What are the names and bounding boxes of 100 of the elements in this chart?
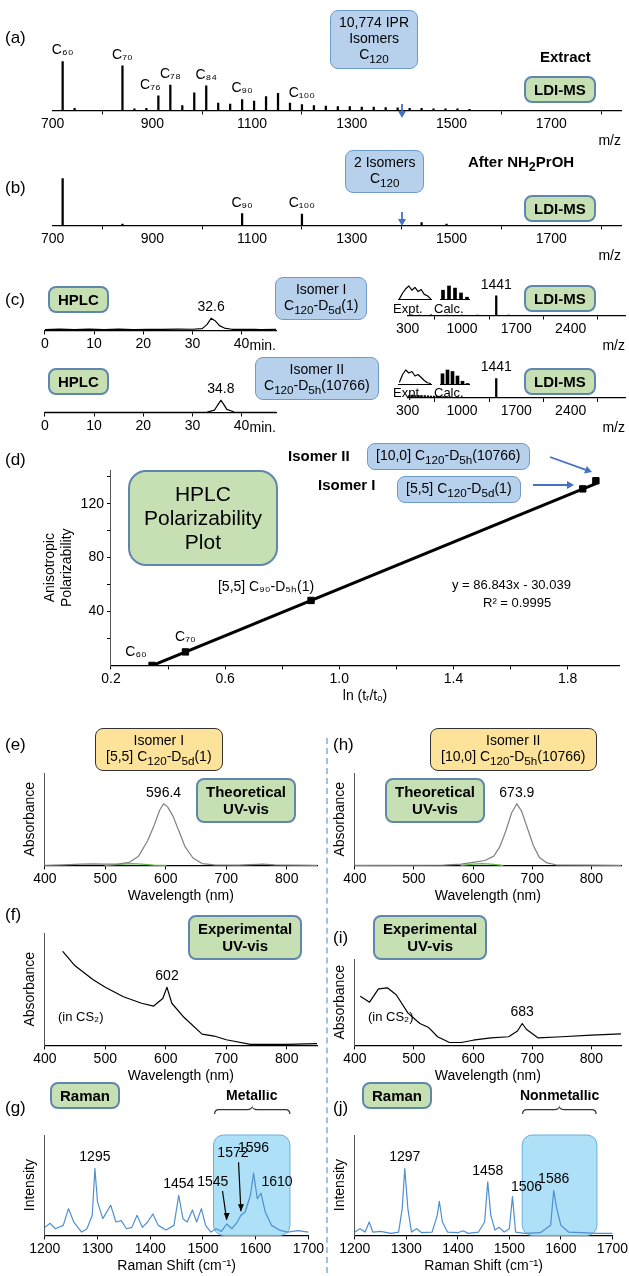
x-axis-title: Wavelength (nm) [127, 887, 234, 904]
x-tick-label: 900 [140, 114, 165, 131]
y-tick-label: 120 [80, 494, 105, 511]
annotation: C₁₀₀ [288, 194, 316, 210]
annotation: Calc. [434, 301, 464, 317]
annotation: 34.8 [207, 380, 235, 397]
x-tick-label: 1500 [187, 1239, 219, 1256]
annotation: [5,5] C₉₀-D₅ₕ(1) [217, 578, 315, 595]
text: Isomer I [5,5] C$_{120}$-D$_{5d}$(1) [95, 728, 223, 772]
x-tick-label: 10 [86, 334, 103, 351]
x-tick-label: 0.6 [215, 669, 236, 686]
x-tick-label: 1500 [435, 114, 468, 131]
x-tick-label: 0 [40, 416, 49, 433]
annotation: 596.4 [146, 783, 182, 800]
x-tick-label: 1500 [435, 229, 468, 246]
annotation: Theoretical UV-vis [385, 778, 486, 823]
text: Isomer II [10,0] C$_{120}$-D$_{5h}$(10766) [430, 728, 597, 772]
x-tick-label: 10 [86, 416, 103, 433]
y-axis-title: Absorbance [331, 781, 348, 857]
x-tick-label: 800 [275, 1049, 299, 1066]
x-tick-label: 1700 [292, 1239, 325, 1256]
x-axis-title: Raman Shift (cm⁻¹) [424, 1257, 543, 1274]
x-tick-label: 2400 [555, 402, 587, 419]
text: Isomer II C$_{120}$-D$_{5h}$(10766) [255, 357, 379, 401]
annotation: C₆₀ [125, 643, 148, 660]
x-tick-label: 1700 [500, 402, 533, 419]
x-axis-title: m/z [602, 419, 625, 436]
x-tick-label: 500 [402, 1049, 426, 1066]
annotation: LDI-MS [524, 285, 596, 313]
y-axis-title: Anisotropic Polarizability [41, 528, 75, 607]
chart-title: (j) [333, 1098, 349, 1118]
y-tick-label: 40 [88, 602, 105, 619]
annotation: C₁₀₀ [288, 84, 316, 101]
annotation: C₇₀ [175, 627, 197, 644]
x-tick-label: 0 [40, 334, 49, 351]
x-tick-label: 1600 [545, 1239, 577, 1256]
annotation: 1454 [163, 1175, 195, 1192]
x-tick-label: 1300 [390, 1239, 423, 1256]
y-axis-title: Absorbance [21, 951, 38, 1027]
x-tick-label: 1700 [535, 229, 567, 246]
chart-title: (e) [5, 735, 26, 755]
text: Raman [362, 1082, 433, 1110]
x-tick-label: 20 [135, 334, 152, 351]
x-tick-label: 700 [520, 869, 545, 886]
annotation: 10,774 IPR Isomers C$_{120}$ [330, 10, 419, 70]
x-tick-label: 1200 [339, 1239, 371, 1256]
x-tick-label: 1600 [240, 1239, 272, 1256]
chart-title: (i) [333, 928, 349, 948]
chart-title: (f) [5, 905, 22, 925]
annotation: C₉₀ [231, 79, 254, 96]
x-tick-label: 800 [275, 869, 299, 886]
x-tick-label: 40 [233, 334, 250, 351]
x-tick-label: 0.2 [101, 669, 121, 686]
x-tick-label: 1400 [134, 1239, 167, 1256]
chart-title: (a) [5, 28, 26, 48]
annotation: 683 [510, 1003, 535, 1020]
x-axis-title: m/z [598, 247, 621, 264]
x-tick-label: 700 [214, 1049, 239, 1066]
annotation: y = 86.843x - 30.039 [452, 577, 571, 593]
x-tick-label: 1000 [446, 402, 478, 419]
annotation: Calc. [434, 385, 464, 401]
x-tick-label: 300 [396, 402, 420, 419]
chart-title: (h) [333, 735, 354, 755]
x-tick-label: 700 [214, 869, 239, 886]
x-tick-label: 600 [461, 1049, 485, 1066]
annotation: R² = 0.9995 [483, 595, 552, 611]
x-axis-title: Wavelength (nm) [434, 1067, 541, 1084]
annotation: 1610 [261, 1173, 293, 1190]
x-tick-label: 1400 [442, 1239, 474, 1256]
annotation: (in CS₂) [368, 1009, 414, 1025]
x-tick-label: 1000 [446, 319, 478, 336]
x-axis-title: min. [249, 337, 276, 354]
band-label: Nonmetallic [519, 1086, 600, 1103]
x-axis-title: min. [249, 419, 276, 436]
annotation: C₇₈ [159, 64, 181, 81]
annotation: [5,5] C$_{120}$-D$_{5d}$(1) [397, 476, 521, 504]
x-tick-label: 1700 [596, 1239, 629, 1256]
annotation: LDI-MS [524, 195, 596, 223]
y-axis-title: Absorbance [21, 781, 38, 857]
x-tick-label: 1700 [535, 114, 567, 131]
x-tick-label: 20 [135, 416, 152, 433]
annotation: 1458 [472, 1161, 504, 1178]
annotation: Isomer I [318, 476, 376, 494]
annotation: Expt. [393, 301, 423, 317]
x-tick-label: 1100 [237, 114, 268, 131]
annotation: Theoretical UV-vis [196, 778, 297, 823]
annotation: 1441 [480, 358, 513, 375]
chart-title: (g) [5, 1098, 26, 1118]
x-tick-label: 600 [154, 869, 178, 886]
y-tick-label: 80 [88, 548, 105, 565]
annotation: LDI-MS [524, 76, 596, 104]
annotation: Expt. [393, 385, 423, 401]
x-tick-label: 1300 [336, 114, 368, 131]
annotation: 1295 [79, 1148, 111, 1165]
annotation: C₉₀ [231, 193, 254, 210]
y-axis-title: Intensity [21, 1159, 38, 1212]
x-tick-label: 1300 [81, 1239, 114, 1256]
annotation: Extract [540, 48, 591, 66]
annotation: 32.6 [197, 298, 225, 315]
annotation: 1297 [389, 1148, 421, 1165]
